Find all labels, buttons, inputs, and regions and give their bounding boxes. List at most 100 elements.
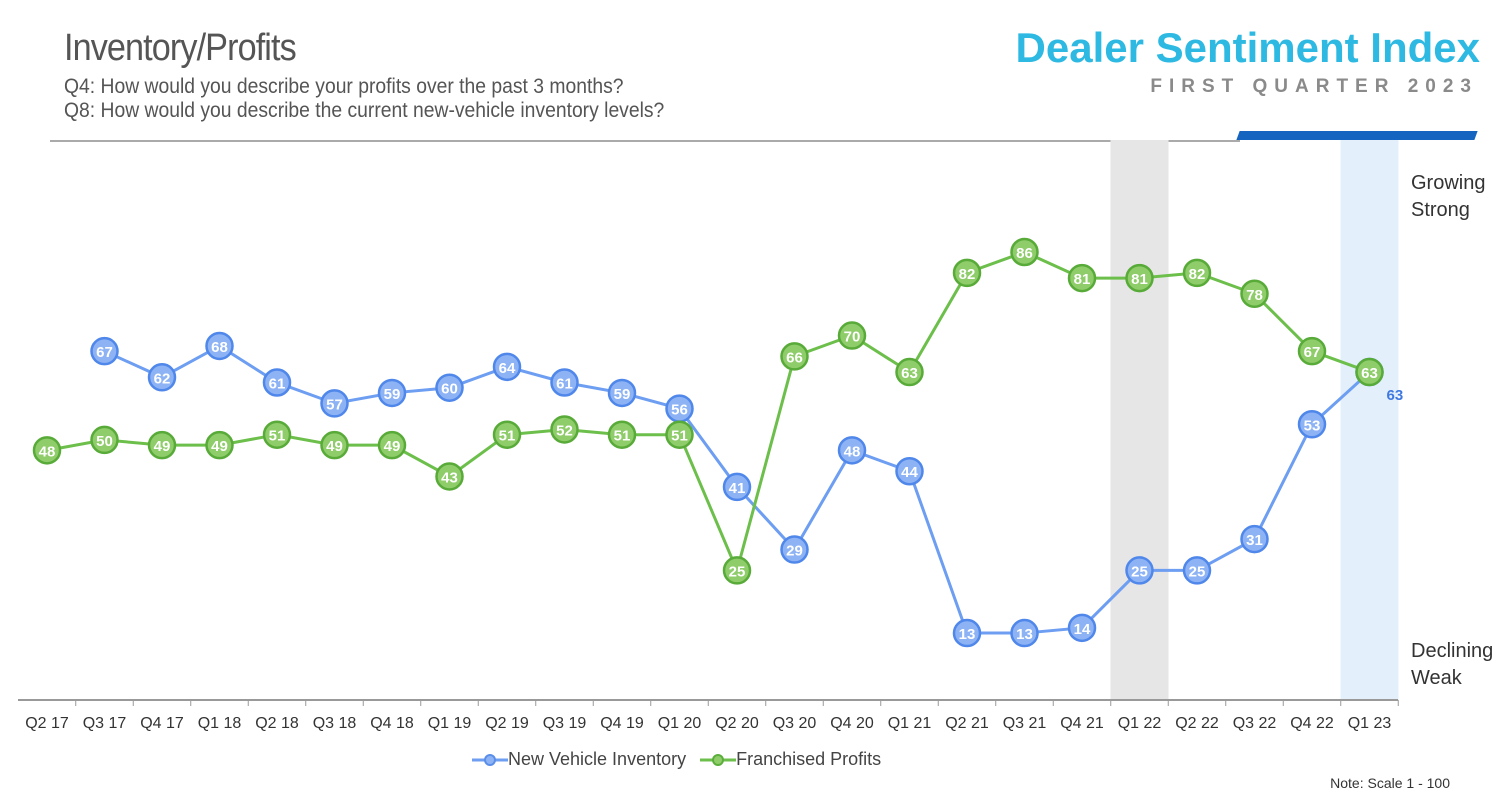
- data-label: 25: [729, 563, 746, 580]
- data-point-marker: [895, 456, 924, 486]
- data-label: 31: [1246, 532, 1263, 549]
- data-label: 82: [959, 266, 976, 283]
- brand-subtitle: FIRST QUARTER 2023: [1150, 76, 1478, 97]
- data-point: 82: [1182, 258, 1212, 288]
- data-label: 13: [1016, 626, 1033, 643]
- data-point-marker: [952, 618, 982, 648]
- data-point-marker: [205, 430, 234, 460]
- data-point-marker: [607, 378, 637, 408]
- data-point: 70: [837, 321, 867, 350]
- label-growing: Growing: [1411, 172, 1486, 194]
- data-label: 62: [154, 370, 171, 387]
- legend-item-profits: Franchised Profits: [700, 749, 881, 770]
- page-title: Inventory/Profits: [64, 27, 297, 69]
- x-tick-label: Q2 22: [1175, 715, 1219, 732]
- data-point-marker: [722, 472, 752, 502]
- data-point-marker: [780, 342, 809, 371]
- x-tick-label: Q3 18: [313, 715, 357, 732]
- x-tick-label: Q4 19: [600, 715, 644, 732]
- data-point: 48: [32, 436, 62, 465]
- data-label: 59: [384, 386, 401, 403]
- data-point-marker: [665, 420, 694, 449]
- data-label: 52: [556, 422, 573, 439]
- data-label: 43: [441, 469, 458, 486]
- x-tick-label: Q4 20: [830, 715, 874, 732]
- data-point: 31: [1240, 524, 1269, 554]
- data-point: 14: [1067, 613, 1097, 643]
- data-label: 13: [959, 626, 976, 643]
- x-tick-label: Q1 23: [1348, 715, 1392, 732]
- data-point: 41: [722, 472, 752, 502]
- data-point-marker: [1125, 263, 1154, 293]
- x-tick-label: Q2 19: [485, 715, 529, 732]
- data-label: 25: [1189, 563, 1206, 580]
- data-point-marker: [1125, 556, 1154, 585]
- x-tick-label: Q4 22: [1290, 715, 1334, 732]
- label-weak: Weak: [1411, 667, 1462, 689]
- data-point-marker: [1010, 618, 1039, 648]
- data-point-marker: [722, 556, 752, 585]
- data-point-marker: [1240, 524, 1269, 554]
- data-label: 60: [441, 381, 458, 398]
- data-label: 51: [671, 428, 688, 445]
- series-line-1: [46, 250, 1371, 576]
- data-label: 63: [901, 365, 918, 382]
- data-point-marker: [90, 425, 119, 455]
- data-point-marker: [205, 331, 234, 361]
- data-point: 25: [1182, 556, 1212, 585]
- x-tick-label: Q3 19: [543, 715, 587, 732]
- data-point: 81: [1125, 263, 1154, 293]
- data-label: 64: [499, 360, 516, 377]
- data-label: 50: [96, 433, 113, 450]
- data-point: 49: [205, 430, 234, 460]
- data-point: 13: [952, 618, 982, 648]
- data-point: 59: [607, 378, 637, 408]
- x-tick-label: Q2 21: [945, 715, 989, 732]
- x-tick-label: Q4 17: [140, 715, 184, 732]
- data-label: 82: [1189, 266, 1206, 283]
- data-point: 44: [895, 456, 924, 486]
- data-point-marker: [435, 462, 464, 491]
- legend-label: Franchised Profits: [736, 749, 882, 769]
- data-label: 14: [1074, 621, 1091, 638]
- data-label: 66: [786, 349, 803, 366]
- x-tick-label: Q2 20: [715, 715, 759, 732]
- data-label: 56: [671, 402, 688, 419]
- data-point: 51: [607, 420, 637, 449]
- data-point: 68: [205, 331, 234, 361]
- data-label: 81: [1131, 271, 1148, 288]
- data-point-marker: [262, 368, 292, 397]
- data-label: 78: [1246, 287, 1263, 304]
- data-point-marker: [550, 368, 579, 397]
- data-point: 25: [722, 556, 752, 585]
- data-point: 63: [895, 357, 924, 387]
- data-point: 29: [780, 535, 809, 564]
- data-point: 61: [550, 368, 579, 397]
- data-label: 51: [499, 428, 516, 445]
- x-tick-label: Q1 20: [658, 715, 702, 732]
- legend-item-inventory: New Vehicle Inventory: [472, 749, 686, 770]
- data-point: 66: [780, 342, 809, 371]
- data-point-marker: [550, 415, 579, 444]
- data-point-marker: [320, 389, 349, 418]
- data-label: 29: [786, 543, 803, 560]
- data-point-marker: [262, 420, 292, 449]
- data-label: 49: [326, 438, 343, 455]
- data-point: 78: [1240, 279, 1269, 309]
- x-tick-label: Q3 20: [773, 715, 817, 732]
- data-point-marker: [1010, 237, 1039, 267]
- data-label: 68: [211, 339, 228, 356]
- data-point: 49: [377, 430, 407, 460]
- scale-note: Note: Scale 1 - 100: [1330, 775, 1450, 791]
- data-label: 25: [1131, 563, 1148, 580]
- data-point-marker: [492, 352, 522, 382]
- x-tick-label: Q3 22: [1233, 715, 1277, 732]
- data-label: 51: [269, 428, 286, 445]
- data-point: 59: [377, 378, 407, 408]
- data-point: 82: [952, 258, 982, 288]
- data-label: 67: [1304, 344, 1321, 361]
- data-point: 51: [262, 420, 292, 449]
- data-point: 50: [90, 425, 119, 455]
- data-point: 57: [320, 389, 349, 418]
- header-divider: [50, 140, 1240, 142]
